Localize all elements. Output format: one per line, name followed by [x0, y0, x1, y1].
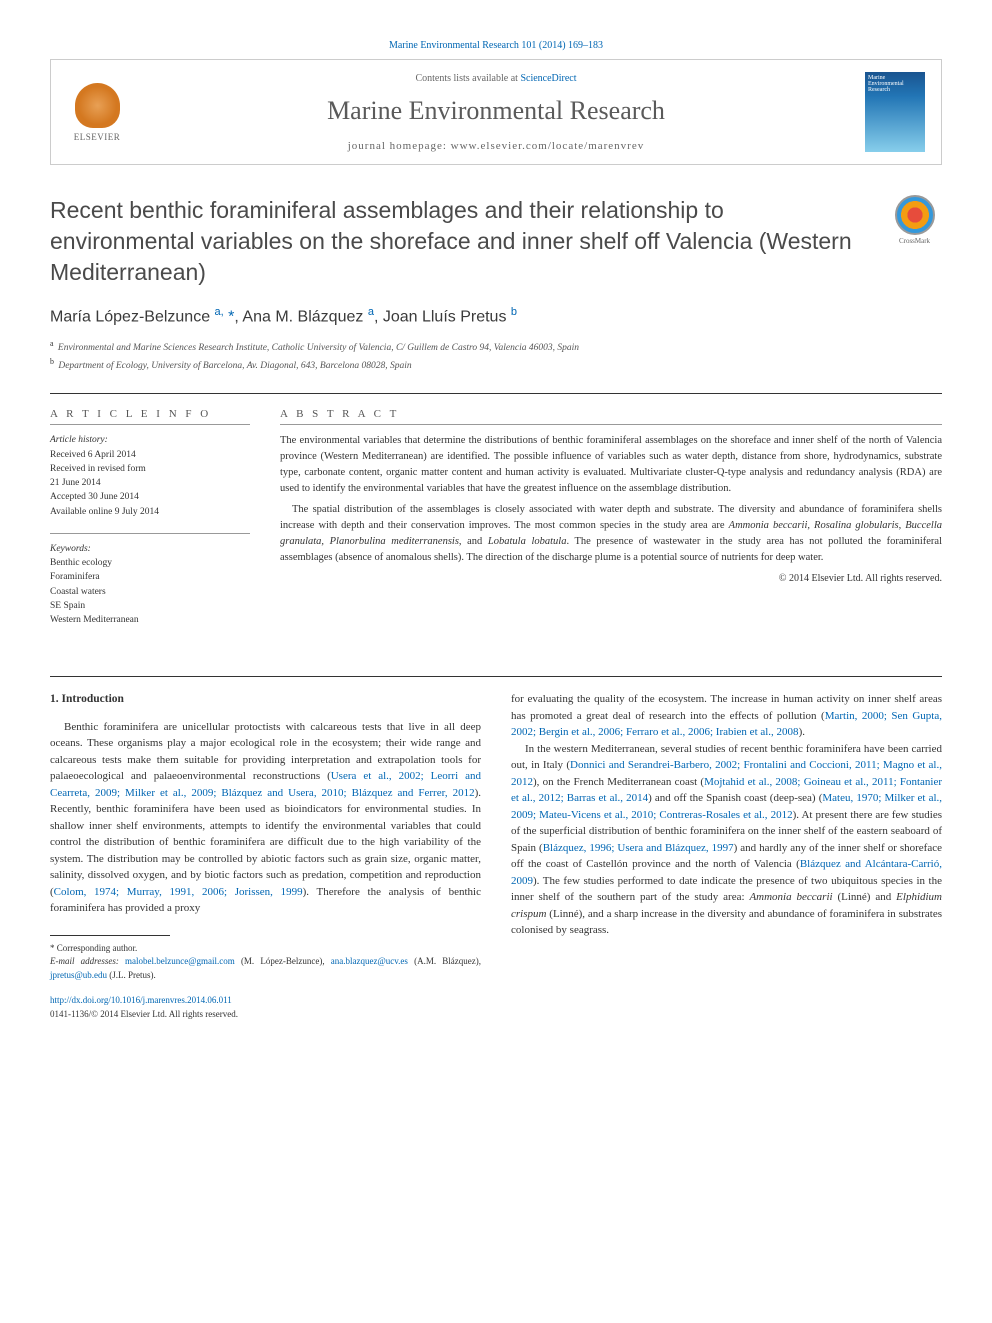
doi-link[interactable]: http://dx.doi.org/10.1016/j.marenvres.20…: [50, 994, 481, 1008]
journal-title: Marine Environmental Research: [147, 96, 845, 126]
abstract-column: A B S T R A C T The environmental variab…: [280, 408, 942, 641]
elsevier-label: ELSEVIER: [74, 132, 121, 142]
keyword: SE Spain: [50, 599, 250, 613]
contents-prefix: Contents lists available at: [415, 73, 520, 84]
abstract-p1: The environmental variables that determi…: [280, 433, 942, 496]
email-addresses: E-mail addresses: malobel.belzunce@gmail…: [50, 955, 481, 982]
abstract-copyright: © 2014 Elsevier Ltd. All rights reserved…: [280, 573, 942, 584]
crossmark-badge[interactable]: CrossMark: [887, 195, 942, 250]
keywords-label: Keywords:: [50, 542, 250, 556]
abstract-text: The environmental variables that determi…: [280, 433, 942, 565]
journal-header: ELSEVIER Contents lists available at Sci…: [50, 59, 942, 165]
crossmark-icon: [895, 195, 935, 235]
history-item: Accepted 30 June 2014: [50, 490, 250, 504]
intro-p1: Benthic foraminifera are unicellular pro…: [50, 719, 481, 917]
intro-p2: In the western Mediterranean, several st…: [511, 741, 942, 939]
left-column: 1. Introduction Benthic foraminifera are…: [50, 691, 481, 1021]
article-info-heading: A R T I C L E I N F O: [50, 408, 250, 420]
history-item: 21 June 2014: [50, 476, 250, 490]
abstract-p2: The spatial distribution of the assembla…: [280, 502, 942, 565]
doi-block: http://dx.doi.org/10.1016/j.marenvres.20…: [50, 994, 481, 1021]
article-info-column: A R T I C L E I N F O Article history: R…: [50, 408, 250, 641]
footnotes: * Corresponding author. E-mail addresses…: [50, 942, 481, 983]
history-label: Article history:: [50, 433, 250, 447]
abstract-heading: A B S T R A C T: [280, 408, 942, 420]
article-history: Article history: Received 6 April 2014 R…: [50, 433, 250, 519]
affiliation-b: Department of Ecology, University of Bar…: [58, 361, 411, 371]
intro-p1-cont: for evaluating the quality of the ecosys…: [511, 691, 942, 741]
elsevier-logo[interactable]: ELSEVIER: [67, 77, 127, 147]
corresponding-author: * Corresponding author.: [50, 942, 481, 956]
affiliation-a: Environmental and Marine Sciences Resear…: [58, 344, 579, 354]
issn-copyright: 0141-1136/© 2014 Elsevier Ltd. All right…: [50, 1008, 481, 1022]
section-1-heading: 1. Introduction: [50, 691, 481, 708]
right-column: for evaluating the quality of the ecosys…: [511, 691, 942, 1021]
keyword: Western Mediterranean: [50, 613, 250, 627]
history-item: Received in revised form: [50, 462, 250, 476]
keyword: Benthic ecology: [50, 556, 250, 570]
elsevier-tree-icon: [75, 83, 120, 128]
crossmark-label: CrossMark: [899, 237, 930, 245]
contents-available: Contents lists available at ScienceDirec…: [147, 73, 845, 84]
body-columns: 1. Introduction Benthic foraminifera are…: [50, 691, 942, 1021]
email-link[interactable]: malobel.belzunce@gmail.com: [125, 956, 235, 966]
affiliations: a Environmental and Marine Sciences Rese…: [50, 338, 942, 373]
history-item: Received 6 April 2014: [50, 448, 250, 462]
citation-line: Marine Environmental Research 101 (2014)…: [50, 40, 942, 51]
journal-homepage[interactable]: journal homepage: www.elsevier.com/locat…: [147, 140, 845, 152]
reference-link[interactable]: Blázquez, 1996; Usera and Blázquez, 1997: [543, 842, 734, 854]
sciencedirect-link[interactable]: ScienceDirect: [520, 73, 576, 84]
email-link[interactable]: jpretus@ub.edu: [50, 970, 107, 980]
authors-line: María López-Belzunce a, *, Ana M. Blázqu…: [50, 306, 942, 326]
history-item: Available online 9 July 2014: [50, 505, 250, 519]
reference-link[interactable]: Colom, 1974; Murray, 1991, 2006; Jorisse…: [54, 886, 303, 898]
email-link[interactable]: ana.blazquez@ucv.es: [331, 956, 408, 966]
keyword: Coastal waters: [50, 585, 250, 599]
keywords-block: Keywords: Benthic ecology Foraminifera C…: [50, 542, 250, 628]
keyword: Foraminifera: [50, 570, 250, 584]
article-title: Recent benthic foraminiferal assemblages…: [50, 195, 867, 288]
journal-cover-thumbnail[interactable]: Marine Environmental Research: [865, 72, 925, 152]
